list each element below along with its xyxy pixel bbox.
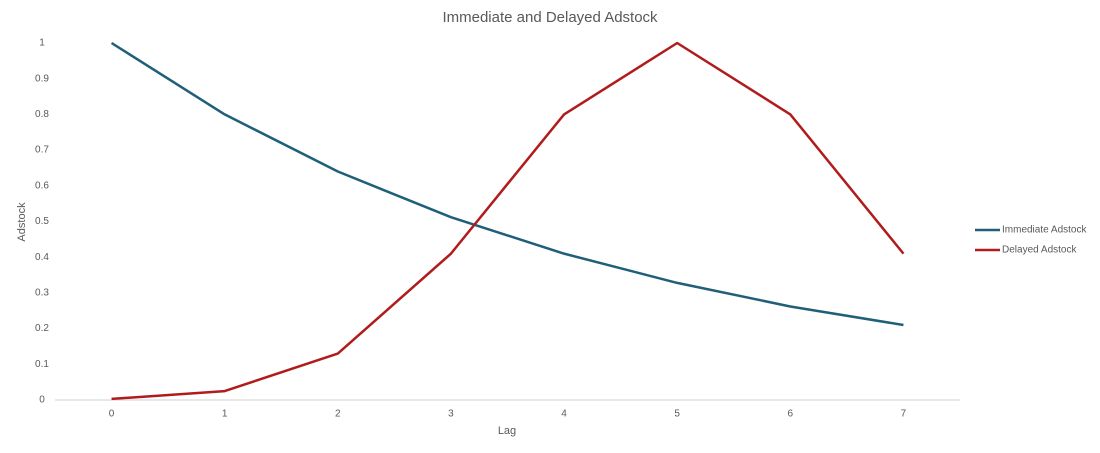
x-axis-title: Lag	[498, 425, 516, 437]
y-tick-label: 0.5	[35, 216, 49, 227]
y-tick-label: 0.8	[35, 109, 49, 120]
y-tick-label: 0.4	[35, 252, 49, 263]
y-tick-label: 0.7	[35, 145, 49, 156]
y-tick-label: 0.6	[35, 180, 49, 191]
y-tick-label: 0.2	[35, 323, 49, 334]
y-tick-label: 0.9	[35, 73, 49, 84]
x-tick-label: 1	[222, 409, 228, 420]
x-tick-label: 4	[561, 409, 567, 420]
y-tick-label: 0.1	[35, 359, 49, 370]
y-axis-title: Adstock	[16, 202, 28, 242]
x-tick-label: 7	[901, 409, 907, 420]
y-tick-label: 0	[39, 395, 45, 406]
y-tick-label: 0.3	[35, 288, 49, 299]
series-line	[111, 41, 905, 401]
x-tick-label: 0	[109, 409, 115, 420]
x-tick-label: 3	[448, 409, 454, 420]
x-tick-label: 2	[335, 409, 341, 420]
x-tick-label: 5	[674, 409, 680, 420]
legend-label: Delayed Adstock	[1002, 245, 1077, 256]
series-line	[110, 41, 904, 327]
x-tick-label: 6	[788, 409, 794, 420]
legend-label: Immediate Adstock	[1002, 225, 1087, 236]
chart-title: Immediate and Delayed Adstock	[442, 9, 658, 26]
y-tick-label: 1	[39, 38, 45, 49]
